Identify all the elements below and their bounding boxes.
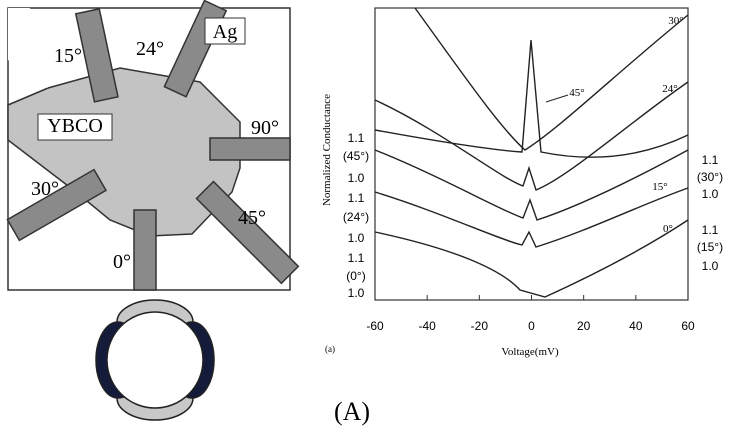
x-tick-label: -20 <box>471 319 489 333</box>
curve-label: 24° <box>662 83 677 95</box>
diagram-label: YBCO <box>47 115 103 137</box>
x-tick-label: 20 <box>577 319 591 333</box>
left-label: (45°) <box>343 149 369 163</box>
x-tick-label: -60 <box>366 319 384 333</box>
x-tick-label: 60 <box>681 319 695 333</box>
lead <box>210 138 290 160</box>
x-tick-label: 40 <box>629 319 643 333</box>
x-tick-label: -40 <box>418 319 436 333</box>
right-label: (15°) <box>697 240 723 254</box>
y-axis-title: Normalized Conductance <box>321 94 333 206</box>
diagram-label: 90° <box>251 117 279 139</box>
left-label: 1.1 <box>348 251 365 265</box>
diagram-label: 24° <box>136 38 164 60</box>
curve-label: 15° <box>652 181 667 193</box>
right-label: 1.1 <box>702 223 719 237</box>
diagram-label: 30° <box>31 178 59 200</box>
right-label: (30°) <box>697 170 723 184</box>
right-label: 1.0 <box>702 187 719 201</box>
right-label: 1.0 <box>702 259 719 273</box>
lead <box>134 210 156 290</box>
symmetry-icon <box>96 300 214 420</box>
curve-label: 0° <box>663 223 673 235</box>
diagram-label: 45° <box>238 207 266 229</box>
curve-label: 30° <box>668 15 683 27</box>
left-label: (0°) <box>346 269 365 283</box>
x-tick-label: 0 <box>528 319 535 333</box>
left-label: 1.1 <box>348 131 365 145</box>
x-axis-title: Voltage(mV) <box>501 346 559 358</box>
left-label: 1.0 <box>348 171 365 185</box>
left-label: 1.0 <box>348 231 365 245</box>
left-label: (24°) <box>343 210 369 224</box>
left-label: 1.0 <box>348 286 365 300</box>
figure: (A) 15° 24° Ag YBCO 90° 30° 45° 0° -60 -40 -20 0 20 4… <box>0 0 738 440</box>
diagram-label: Ag <box>213 21 237 43</box>
curves <box>375 8 688 297</box>
left-label: 1.1 <box>348 191 365 205</box>
diagram-label: 15° <box>54 45 82 67</box>
diagram-label: 0° <box>113 251 131 273</box>
right-label: 1.1 <box>702 153 719 167</box>
curve-label: 45° <box>569 87 584 99</box>
panel-label: (a) <box>325 344 335 354</box>
caption: (A) <box>334 397 370 426</box>
